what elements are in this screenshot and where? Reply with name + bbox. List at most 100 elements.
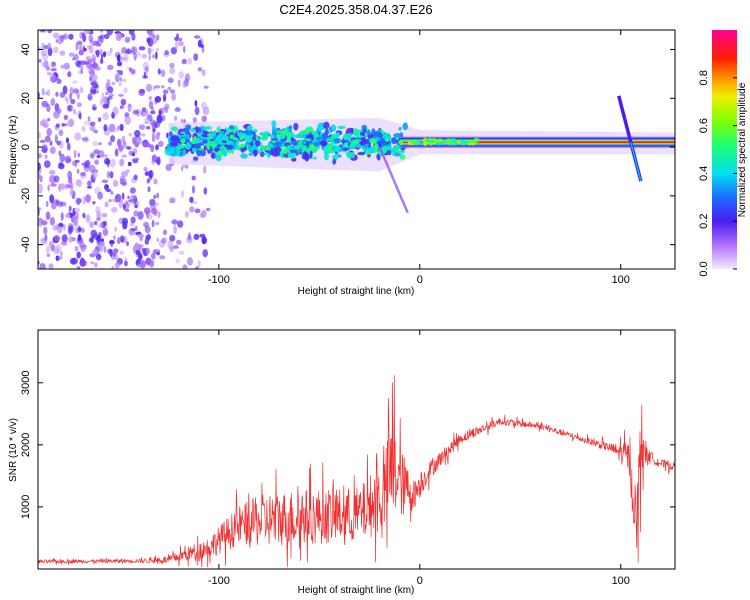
noise-blob: [110, 135, 116, 143]
noise-blob: [43, 160, 51, 169]
noise-blob: [154, 96, 162, 103]
noise-blob: [153, 122, 161, 128]
colorbar-label: Normalized spectral amplitude: [737, 82, 748, 217]
noise-blob: [96, 89, 99, 94]
noise-blob: [66, 97, 69, 105]
band-highlight: [335, 132, 341, 138]
noise-blob: [103, 246, 107, 253]
colorbar-tick-label: 0.2: [698, 214, 710, 229]
spectrogram-frame: [37, 29, 676, 270]
band-highlight: [276, 133, 280, 139]
noise-blob: [87, 185, 92, 189]
noise-blob: [55, 91, 59, 97]
noise-blob: [121, 154, 128, 158]
noise-blob: [108, 123, 116, 133]
band-highlight: [235, 145, 241, 151]
noise-blob: [144, 225, 151, 234]
band-blob: [399, 153, 406, 160]
noise-blob: [39, 175, 43, 183]
band-blob: [275, 141, 280, 146]
noise-blob: [38, 207, 42, 211]
band-highlight: [200, 132, 204, 135]
noise-blob: [194, 106, 200, 116]
noise-blob: [123, 203, 126, 210]
noise-blob: [91, 250, 97, 253]
spectrogram-xtick-label: 0: [417, 274, 423, 286]
noise-blob: [98, 223, 104, 229]
noise-blob: [49, 146, 56, 154]
noise-blob: [140, 244, 144, 248]
noise-blob: [203, 187, 208, 195]
noise-blob: [132, 109, 140, 115]
noise-blob: [145, 247, 150, 255]
noise-blob: [92, 106, 97, 110]
band-blob: [342, 147, 350, 151]
noise-blob: [41, 147, 48, 153]
noise-blob: [131, 158, 139, 162]
noise-blob: [53, 46, 59, 54]
noise-blob: [130, 199, 135, 204]
band-highlight: [191, 139, 198, 144]
noise-blob: [167, 86, 172, 91]
noise-blob: [123, 87, 128, 94]
band-blob: [298, 151, 303, 155]
band-blob: [326, 137, 333, 142]
noise-blob: [144, 121, 150, 124]
noise-blob: [129, 187, 136, 194]
snr-xlabel: Height of straight line (km): [298, 585, 415, 596]
noise-blob: [181, 163, 189, 168]
noise-blob: [195, 266, 199, 269]
noise-blob: [67, 118, 75, 128]
band-highlight: [239, 136, 244, 141]
spectrogram-xtick-label: 100: [612, 274, 630, 286]
band-mottle: [473, 138, 480, 143]
band-mottle: [417, 142, 425, 145]
band-blob: [246, 126, 252, 131]
noise-blob: [155, 51, 158, 60]
noise-blob: [72, 57, 75, 61]
noise-blob: [87, 93, 93, 101]
noise-blob: [201, 236, 207, 245]
band-blob: [182, 148, 187, 156]
noise-blob: [150, 252, 156, 260]
noise-blob: [65, 213, 71, 218]
noise-blob: [151, 159, 155, 165]
band-blob: [203, 126, 213, 130]
noise-blob: [90, 153, 95, 159]
snr-panel: -100 0 100 1000 2000 3000 Height of straight …: [8, 329, 676, 596]
noise-blob: [128, 227, 136, 236]
noise-blob: [199, 233, 206, 238]
noise-blob: [73, 207, 81, 213]
band-blob: [210, 152, 216, 160]
noise-blob: [101, 212, 108, 218]
noise-blob: [80, 65, 83, 75]
noise-blob: [189, 196, 194, 203]
band-highlight: [312, 139, 319, 142]
noise-blob: [108, 199, 112, 203]
noise-blob: [70, 98, 76, 105]
noise-blob: [150, 110, 156, 115]
noise-blob: [73, 53, 79, 61]
band-highlight: [360, 129, 363, 133]
noise-blob: [85, 194, 91, 203]
band-highlight: [177, 150, 183, 153]
noise-blob: [76, 102, 82, 108]
noise-blob: [77, 70, 84, 75]
noise-blob: [89, 121, 96, 127]
noise-blob: [50, 68, 57, 72]
band-blob: [190, 128, 197, 133]
noise-blob: [79, 86, 84, 94]
noise-blob: [84, 244, 87, 250]
noise-blob: [56, 78, 62, 84]
noise-blob: [118, 124, 124, 129]
noise-blob: [91, 54, 96, 63]
noise-blob: [59, 153, 65, 163]
snr-ticks: -100 0 100 1000 2000 3000: [20, 330, 675, 587]
noise-blob: [67, 226, 72, 236]
band-blob: [255, 139, 261, 147]
noise-blob: [165, 163, 172, 172]
noise-blob: [49, 194, 55, 204]
band-highlight: [294, 144, 301, 150]
noise-blob: [124, 257, 128, 266]
colorbar-tick-label: 0.8: [698, 70, 710, 85]
